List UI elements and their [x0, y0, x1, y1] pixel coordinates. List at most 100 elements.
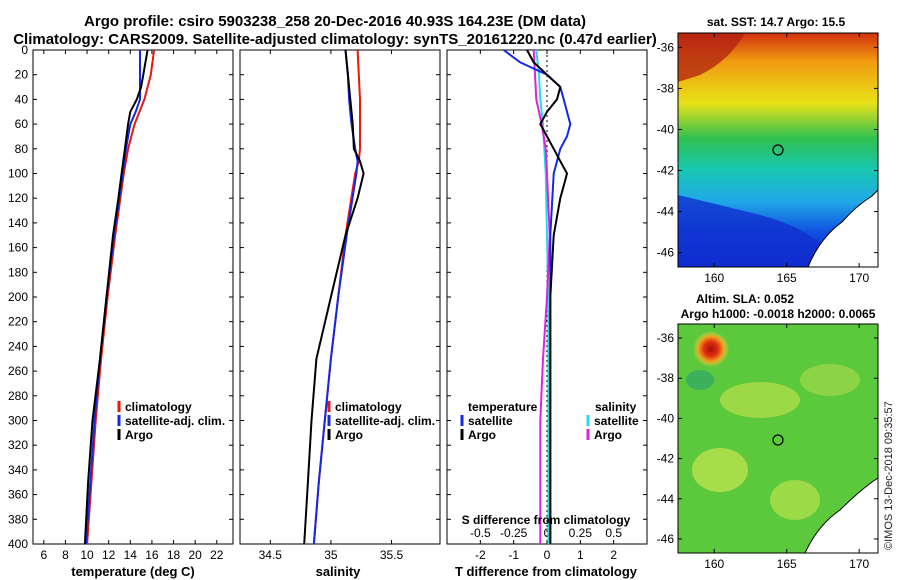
depth-tick-label: 220: [8, 315, 28, 329]
x-tick-label: 35: [324, 548, 338, 562]
legend-sal-satellite-label: satellite: [594, 414, 639, 428]
title-line2: Climatology: CARS2009. Satellite-adjuste…: [13, 31, 657, 48]
depth-tick-label: 20: [15, 68, 29, 82]
x-tick-label: 10: [80, 548, 94, 562]
salinity-diff-argo-line: [532, 49, 551, 544]
depth-tick-label: 40: [15, 92, 29, 106]
depth-tick-label: 240: [8, 339, 28, 353]
map-lat-label: -44: [657, 205, 675, 219]
sst-map: [677, 32, 879, 268]
x-tick-label: 12: [102, 548, 116, 562]
depth-tick-label: 200: [8, 290, 28, 304]
depth-tick-label: 160: [8, 241, 28, 255]
sla-map-frame: [677, 323, 879, 554]
x-tick-label: 18: [167, 548, 181, 562]
map-lat-label: -38: [657, 371, 675, 385]
map-lat-label: -42: [657, 452, 675, 466]
legend-climatology-label: climatology: [335, 400, 402, 414]
depth-tick-label: 300: [8, 414, 28, 428]
depth-tick-label: 260: [8, 364, 28, 378]
x-tick-label: 8: [62, 548, 69, 562]
sla-high-eddy: [693, 331, 729, 367]
depth-tick-label: 60: [15, 117, 29, 131]
x-tick-label: 6: [40, 548, 47, 562]
depth-tick-label: 120: [8, 191, 28, 205]
legend-temperature-title: temperature: [468, 400, 538, 414]
temperature-diff-argo-line: [526, 49, 568, 544]
map-lat-label: -42: [657, 164, 675, 178]
temperature-satellite-adj-line: [85, 50, 141, 545]
legend-argo-label: Argo: [125, 428, 153, 442]
x2-tick-label: 0.5: [605, 526, 622, 540]
x2-tick-label: 0: [544, 526, 551, 540]
x-tick-label: 2: [610, 548, 617, 562]
depth-tick-label: 400: [8, 537, 28, 551]
x-tick-label: -2: [475, 548, 486, 562]
sst-map-title: sat. SST: 14.7 Argo: 15.5: [707, 15, 846, 29]
depth-tick-label: 0: [21, 43, 28, 57]
sla-patch: [800, 364, 860, 396]
temperature-diff-satellite-line: [503, 49, 572, 544]
map-lat-label: -40: [657, 411, 675, 425]
temperature-panel-frame: [32, 49, 234, 545]
map-lat-label: -40: [657, 122, 675, 136]
x-tick-label: 35.5: [380, 548, 404, 562]
sla-patch: [692, 448, 748, 492]
salinity-satellite-adj-line: [312, 49, 359, 545]
map-lat-label: -46: [657, 532, 675, 546]
sla-coastline: [804, 477, 879, 554]
salinity-argo-line: [303, 49, 365, 545]
credit-text: ©IMOS 13-Dec-2018 09:35:57: [883, 401, 895, 550]
legend-climatology-label: climatology: [125, 400, 192, 414]
temperature-climatology-line: [86, 49, 156, 545]
legend-argo-label: Argo: [335, 428, 363, 442]
argo-position-marker: [772, 144, 784, 156]
sst-cool-patch: [678, 195, 830, 267]
difference-legend-temperature: temperature satellite Argo: [460, 400, 538, 442]
depth-tick-label: 180: [8, 265, 28, 279]
depth-tick-label: 280: [8, 389, 28, 403]
sst-map-frame: [677, 32, 879, 268]
sla-map: [677, 323, 879, 554]
legend-sal-argo-label: Argo: [594, 428, 622, 442]
sla-map-title2: Argo h1000: -0.0018 h2000: 0.0065: [681, 307, 876, 321]
map-lat-label: -36: [657, 40, 675, 54]
sla-low-patch: [686, 370, 714, 390]
map-lat-label: -46: [657, 246, 675, 260]
salinity-legend: climatology satellite-adj. clim. Argo: [327, 400, 435, 442]
map-lat-label: -38: [657, 81, 675, 95]
x2-tick-label: -0.25: [500, 526, 528, 540]
x-tick-label: 20: [188, 548, 202, 562]
sla-map-title1: Altim. SLA: 0.052: [696, 292, 794, 306]
salinity-diff-satellite-line: [535, 49, 550, 544]
x-tick-label: 1: [577, 548, 584, 562]
legend-temp-argo-label: Argo: [468, 428, 496, 442]
legend-temp-satellite-label: satellite: [468, 414, 513, 428]
x-tick-label: 14: [124, 548, 138, 562]
depth-tick-label: 320: [8, 438, 28, 452]
depth-tick-label: 100: [8, 167, 28, 181]
sla-patch: [720, 382, 800, 418]
x-tick-label: 34.5: [259, 548, 283, 562]
depth-tick-label: 80: [15, 142, 29, 156]
temperature-argo-line: [83, 49, 149, 545]
sst-coastline: [807, 188, 879, 268]
depth-tick-label: 340: [8, 463, 28, 477]
sla-patch: [770, 480, 820, 520]
map-lon-label: 165: [777, 271, 797, 285]
map-lat-label: -36: [657, 331, 675, 345]
salinity-xlabel: salinity: [316, 564, 362, 579]
x-tick-label: 0: [544, 548, 551, 562]
temperature-xlabel: temperature (deg C): [71, 564, 195, 579]
salinity-panel-frame: [239, 49, 441, 545]
difference-legend-salinity: salinity satellite Argo: [586, 400, 639, 442]
x-tick-label: 16: [145, 548, 159, 562]
temperature-legend: climatology satellite-adj. clim. Argo: [117, 400, 225, 442]
x-tick-label: 22: [210, 548, 224, 562]
depth-tick-label: 140: [8, 216, 28, 230]
legend-satellite-adj-label: satellite-adj. clim.: [125, 414, 225, 428]
depth-tick-label: 360: [8, 488, 28, 502]
x2-tick-label: 0.25: [569, 526, 593, 540]
map-lon-label: 170: [849, 557, 869, 571]
